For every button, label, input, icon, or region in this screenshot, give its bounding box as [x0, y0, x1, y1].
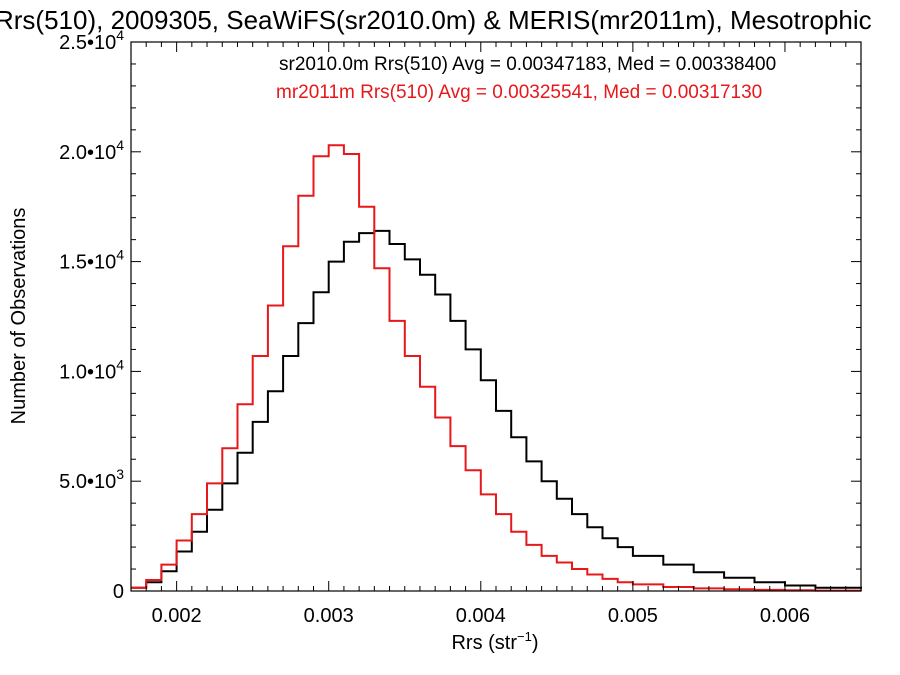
legend-entry-sr2010: sr2010.0m Rrs(510) Avg = 0.00347183, Med…	[279, 54, 776, 75]
y-tick-label: 2.5•104	[59, 27, 124, 54]
series-line-mr2011m	[131, 144, 862, 592]
y-tick-label: 0	[113, 581, 124, 603]
series-layer	[131, 144, 862, 592]
x-tick-label: 0.004	[456, 605, 506, 627]
y-tick-label: 1.0•104	[59, 356, 124, 383]
legend-entry-mr2011: mr2011m Rrs(510) Avg = 0.00325541, Med =…	[276, 82, 762, 103]
ticks-layer: 0.002 0.003 0.004 0.005 0.006 0 5.0•103 1.0•104…	[59, 27, 862, 627]
y-tick-label: 5.0•103	[59, 466, 124, 493]
x-tick-label: 0.002	[152, 605, 202, 627]
x-tick-label: 0.003	[304, 605, 354, 627]
x-axis-label: Rrs (str−1)	[451, 629, 538, 654]
x-tick-label: 0.005	[608, 605, 658, 627]
x-axis-label-exponent: −1	[517, 629, 532, 644]
y-axis-label: Number of Observations	[8, 208, 30, 425]
x-axis-label-main: Rrs (str	[451, 632, 517, 654]
y-tick-label: 1.5•104	[59, 247, 124, 274]
y-tick-label: 2.0•104	[59, 137, 124, 164]
x-axis-label-close: )	[532, 632, 539, 654]
series-line-sr2010-0m	[131, 229, 862, 589]
x-tick-label: 0.006	[760, 605, 810, 627]
chart-title: Rrs(510), 2009305, SeaWiFS(sr2010.0m) & …	[0, 5, 872, 35]
